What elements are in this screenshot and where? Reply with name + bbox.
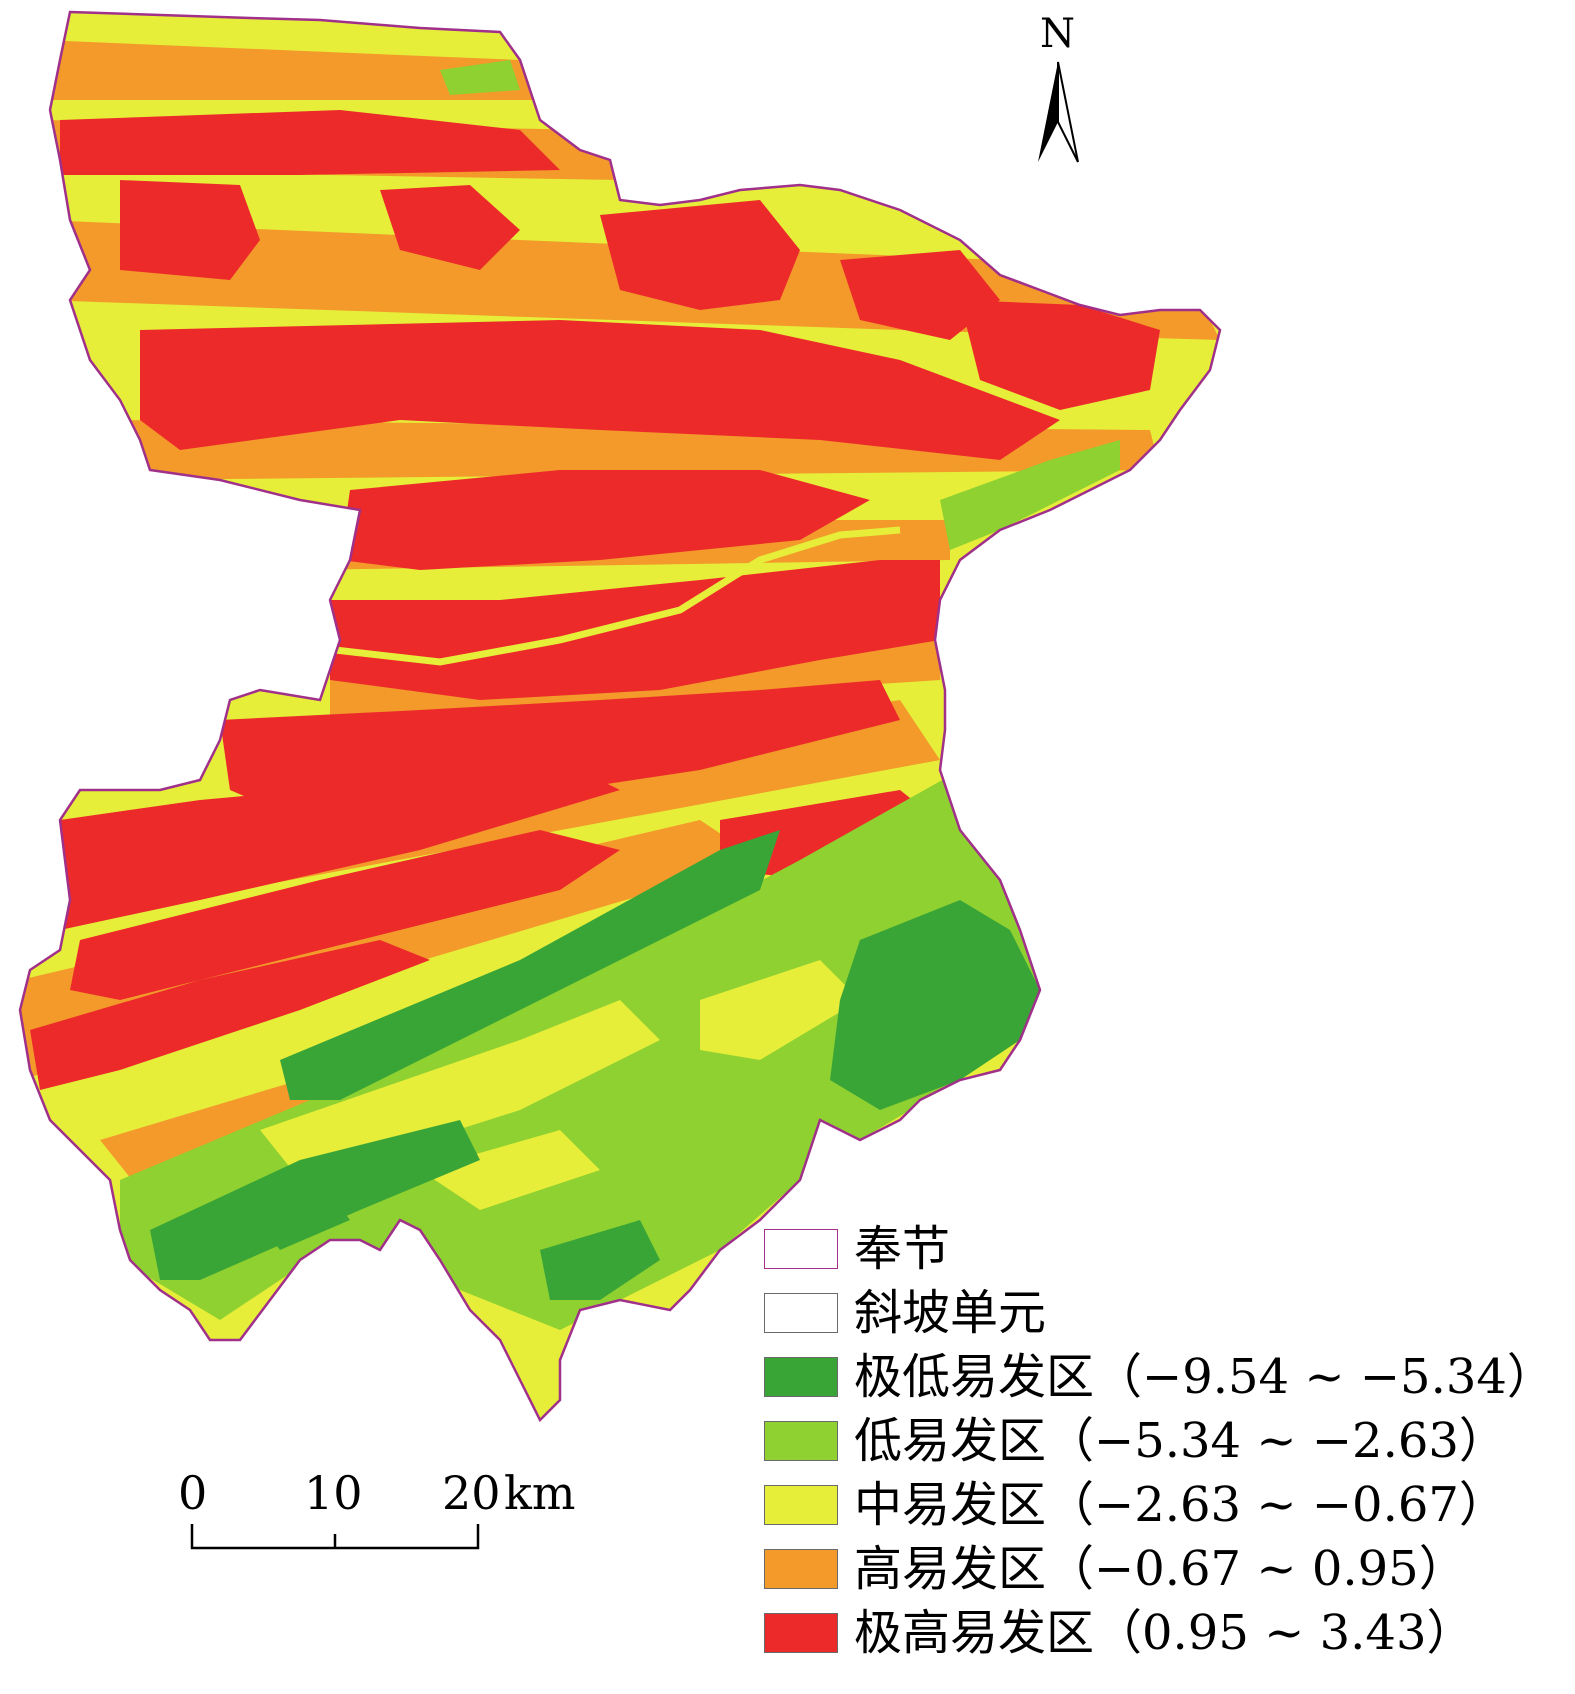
legend-label: 低易发区（−5.34 ~ −2.63） bbox=[854, 1413, 1507, 1469]
scale-tick-0: 0 bbox=[178, 1466, 208, 1520]
zones-very-low bbox=[150, 830, 1040, 1300]
legend-item-low: 低易发区（−5.34 ~ −2.63） bbox=[764, 1410, 1507, 1472]
north-arrow-icon bbox=[1038, 61, 1079, 163]
legend-swatch bbox=[764, 1421, 838, 1461]
legend-swatch bbox=[764, 1485, 838, 1525]
north-arrow-label: N bbox=[1040, 11, 1075, 57]
legend-label: 高易发区（−0.67 ~ 0.95） bbox=[854, 1541, 1467, 1597]
legend-swatch bbox=[764, 1293, 838, 1333]
legend-swatch bbox=[764, 1613, 838, 1653]
legend-swatch bbox=[764, 1357, 838, 1397]
legend-label: 斜坡单元 bbox=[854, 1285, 1047, 1341]
legend-swatch bbox=[764, 1549, 838, 1589]
legend-item-very-high: 极高易发区（0.95 ~ 3.43） bbox=[764, 1602, 1475, 1664]
scale-tick-20: 20 bbox=[442, 1466, 501, 1520]
river-line bbox=[334, 526, 901, 666]
legend-label: 中易发区（−2.63 ~ −0.67） bbox=[854, 1477, 1507, 1533]
scale-bar-line bbox=[190, 1524, 480, 1550]
legend-label: 极高易发区（0.95 ~ 3.43） bbox=[854, 1605, 1475, 1661]
scale-unit: km bbox=[504, 1466, 576, 1520]
legend-item-medium: 中易发区（−2.63 ~ −0.67） bbox=[764, 1474, 1507, 1536]
legend-swatch bbox=[764, 1229, 838, 1269]
legend-item-county: 奉节 bbox=[764, 1218, 950, 1280]
legend-item-high: 高易发区（−0.67 ~ 0.95） bbox=[764, 1538, 1467, 1600]
scale-bar: 0 10 20 km bbox=[178, 1466, 620, 1558]
legend-label: 极低易发区（−9.54 ~ −5.34） bbox=[854, 1349, 1555, 1405]
scale-tick-10: 10 bbox=[304, 1466, 363, 1520]
legend-item-very-low: 极低易发区（−9.54 ~ −5.34） bbox=[764, 1346, 1555, 1408]
zones-very-high bbox=[30, 110, 1160, 1090]
zones-medium-patches bbox=[260, 960, 860, 1210]
legend-item-slope-unit: 斜坡单元 bbox=[764, 1282, 1046, 1344]
legend-label: 奉节 bbox=[854, 1221, 951, 1277]
